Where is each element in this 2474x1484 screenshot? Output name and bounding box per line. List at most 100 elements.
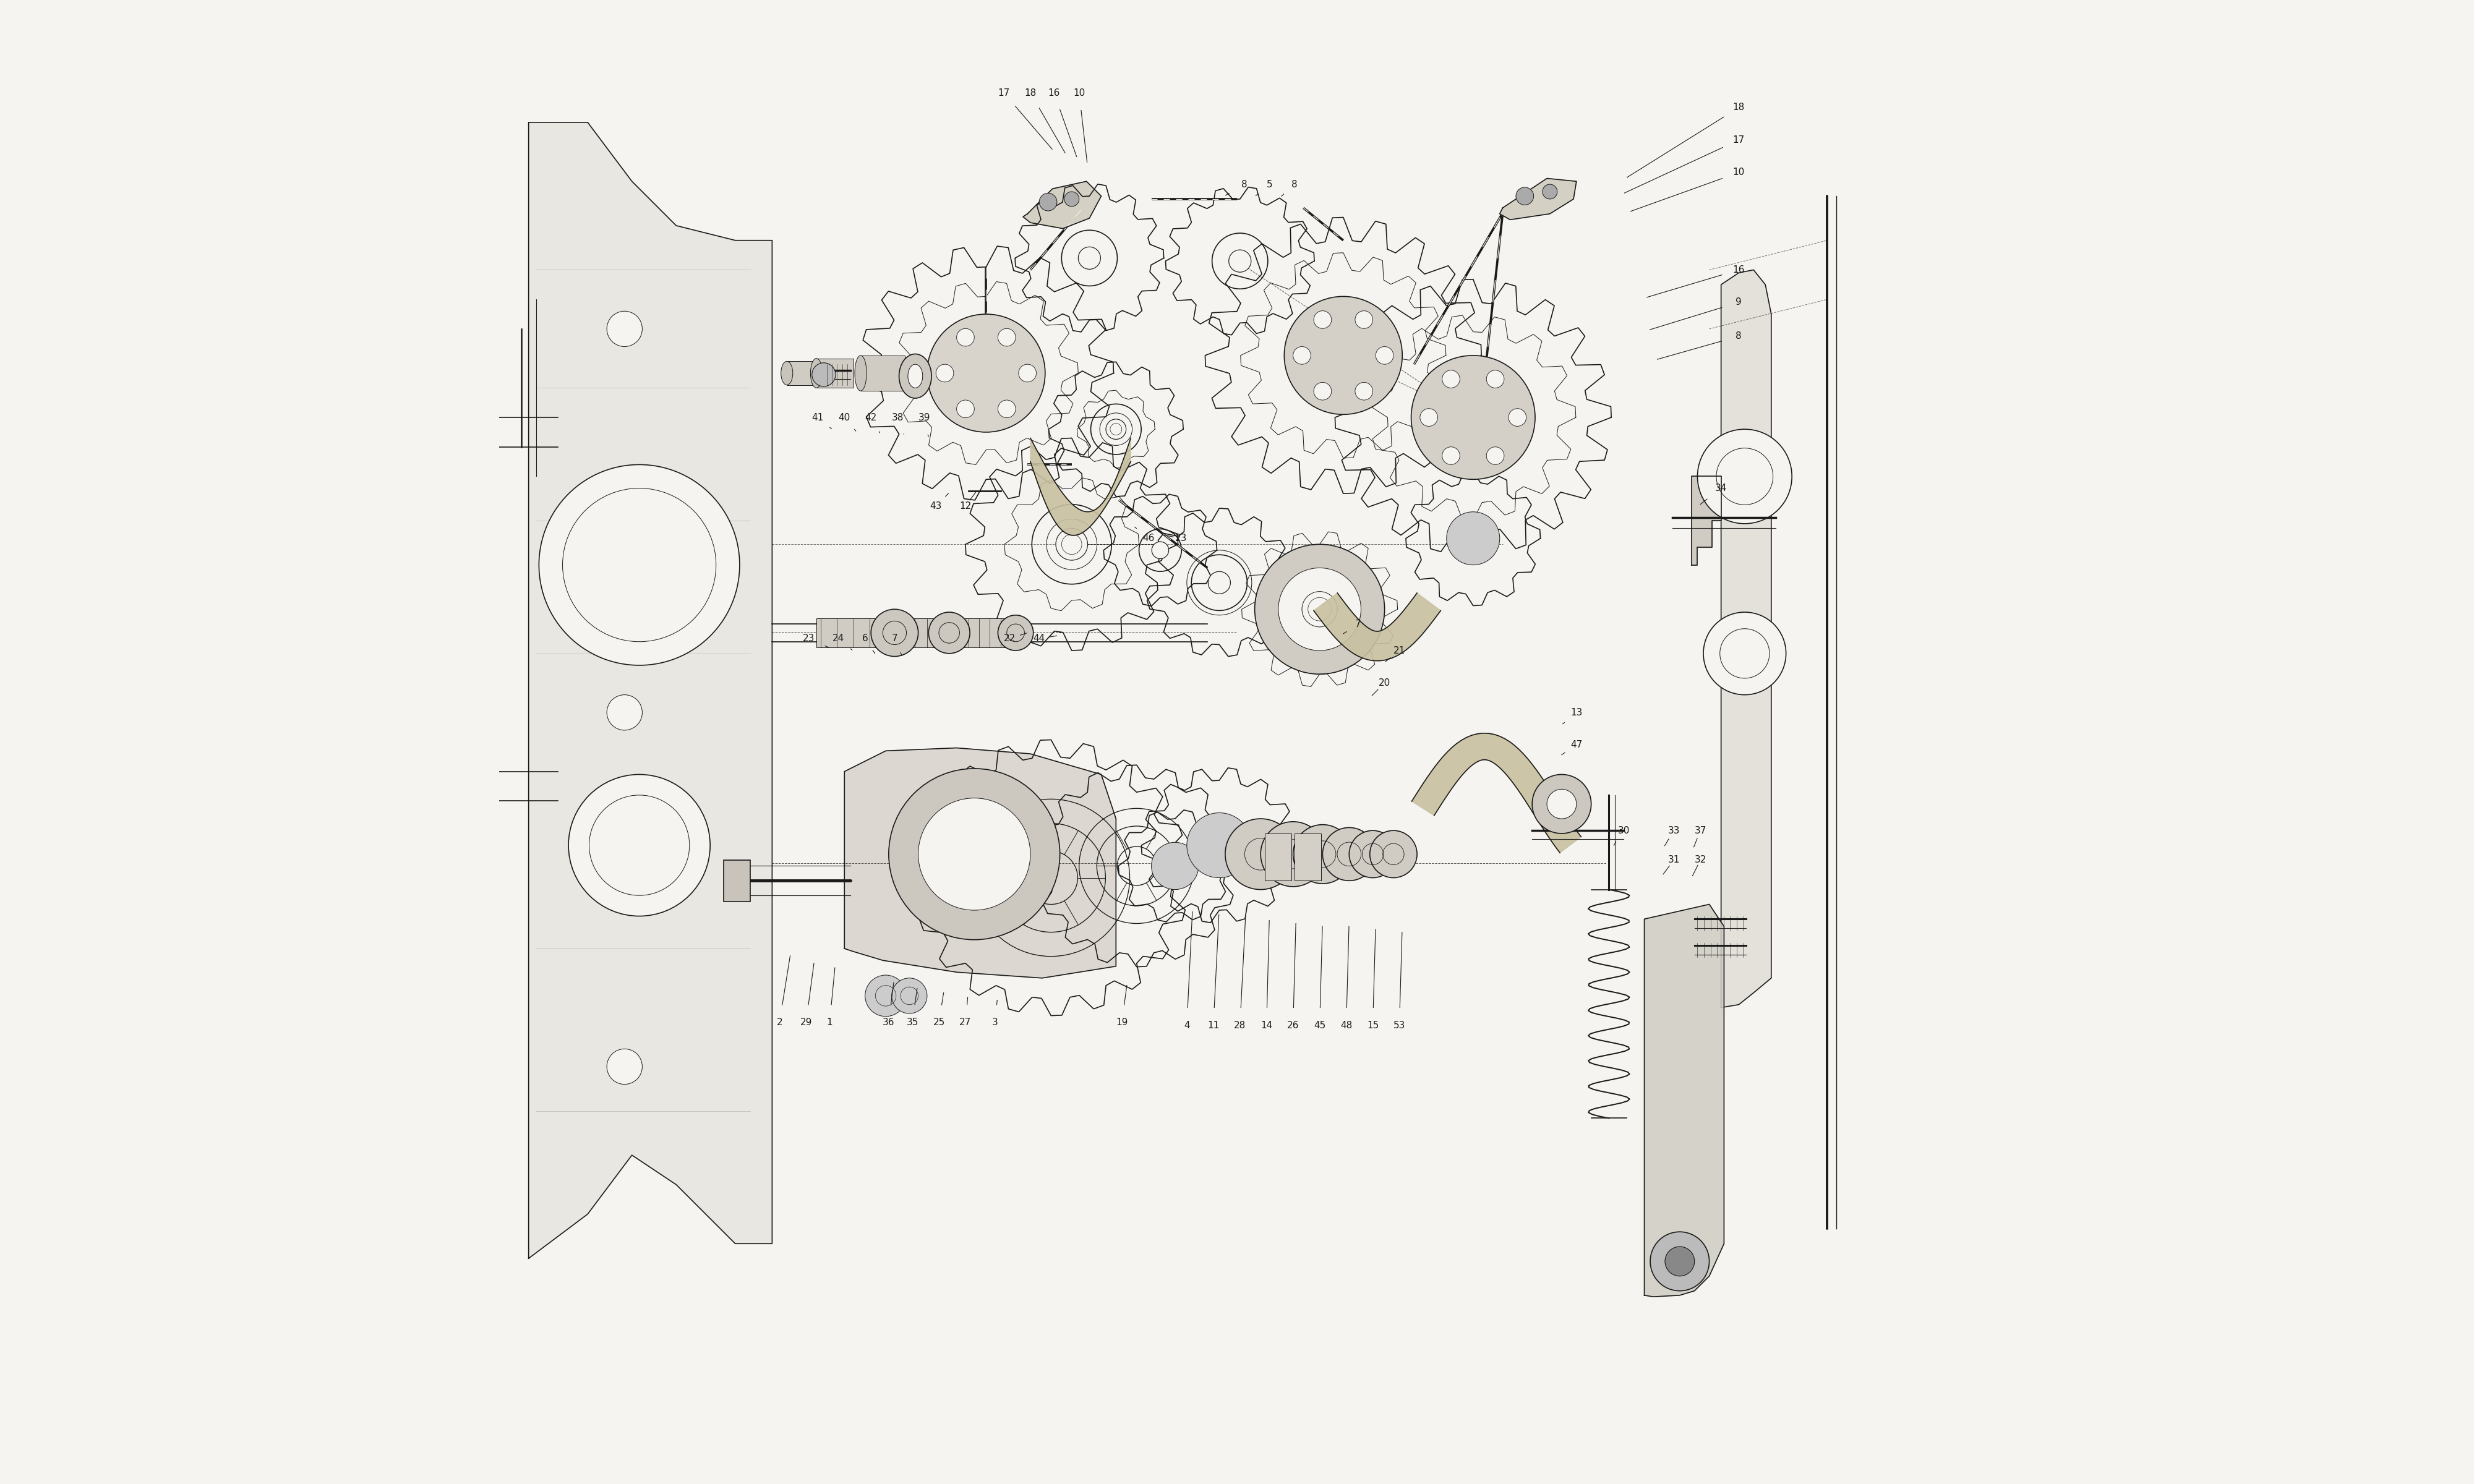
Circle shape <box>1541 184 1556 199</box>
Circle shape <box>569 775 710 916</box>
Bar <box>898 617 957 647</box>
Circle shape <box>1531 775 1591 834</box>
Circle shape <box>606 695 643 730</box>
Circle shape <box>1225 819 1296 889</box>
Text: 3: 3 <box>992 1018 997 1027</box>
Bar <box>816 617 891 647</box>
Circle shape <box>997 614 1034 650</box>
Circle shape <box>1487 370 1504 387</box>
Ellipse shape <box>898 355 933 398</box>
Circle shape <box>1279 568 1361 650</box>
Circle shape <box>888 769 1059 939</box>
Bar <box>787 361 814 384</box>
Circle shape <box>1509 408 1526 426</box>
Circle shape <box>935 364 952 381</box>
Ellipse shape <box>908 364 923 387</box>
Text: 4: 4 <box>1185 1021 1190 1030</box>
Circle shape <box>871 610 918 656</box>
Text: 23: 23 <box>1175 534 1188 543</box>
Text: 46: 46 <box>1143 534 1155 543</box>
Text: 40: 40 <box>839 413 851 421</box>
Circle shape <box>1329 340 1358 371</box>
Circle shape <box>1410 356 1534 479</box>
Circle shape <box>1207 834 1232 856</box>
Text: 8: 8 <box>1242 180 1247 188</box>
Text: 28: 28 <box>1235 1021 1247 1030</box>
Text: 38: 38 <box>891 413 903 421</box>
Circle shape <box>1254 545 1385 674</box>
Text: 1: 1 <box>826 1018 834 1027</box>
Bar <box>861 356 905 390</box>
Circle shape <box>1314 383 1331 401</box>
Circle shape <box>891 978 928 1014</box>
Text: 20: 20 <box>1378 678 1390 687</box>
Polygon shape <box>1645 904 1724 1297</box>
Polygon shape <box>1029 438 1131 536</box>
Circle shape <box>1061 534 1081 555</box>
Circle shape <box>997 328 1017 346</box>
Circle shape <box>1314 310 1331 328</box>
Polygon shape <box>1692 476 1722 565</box>
Circle shape <box>1106 418 1126 439</box>
Circle shape <box>1150 843 1197 889</box>
Circle shape <box>1665 1247 1695 1276</box>
Circle shape <box>1348 831 1395 877</box>
Text: 27: 27 <box>960 1018 972 1027</box>
Circle shape <box>997 401 1017 418</box>
Text: 41: 41 <box>811 413 824 421</box>
Circle shape <box>1324 828 1376 880</box>
Circle shape <box>972 359 999 387</box>
Bar <box>1294 834 1321 880</box>
Polygon shape <box>844 748 1116 978</box>
Text: 19: 19 <box>1116 1018 1128 1027</box>
Text: 47: 47 <box>1571 741 1583 749</box>
Text: 15: 15 <box>1366 1021 1378 1030</box>
Text: 10: 10 <box>1074 88 1086 98</box>
Text: 22: 22 <box>1004 634 1017 644</box>
Text: 23: 23 <box>804 634 814 644</box>
Text: 44: 44 <box>1034 634 1044 644</box>
Circle shape <box>1487 447 1504 464</box>
Ellipse shape <box>811 359 821 387</box>
Circle shape <box>606 1049 643 1085</box>
Text: 42: 42 <box>866 413 876 421</box>
Ellipse shape <box>854 356 866 390</box>
Circle shape <box>1371 831 1418 877</box>
Text: 30: 30 <box>1618 827 1630 835</box>
Text: 17: 17 <box>997 88 1009 98</box>
Text: 7: 7 <box>1356 619 1361 629</box>
Text: 45: 45 <box>1314 1021 1326 1030</box>
Circle shape <box>1356 383 1373 401</box>
Circle shape <box>606 312 643 347</box>
Text: 11: 11 <box>1207 1021 1220 1030</box>
Text: 6: 6 <box>861 634 868 644</box>
Circle shape <box>918 798 1029 910</box>
Text: 33: 33 <box>1667 827 1680 835</box>
Circle shape <box>1517 187 1534 205</box>
Circle shape <box>1230 249 1252 272</box>
Text: 14: 14 <box>1262 1021 1272 1030</box>
Circle shape <box>1442 370 1460 387</box>
Bar <box>965 617 1017 647</box>
Circle shape <box>1284 297 1403 414</box>
Text: 26: 26 <box>1286 1021 1299 1030</box>
Text: 9: 9 <box>1737 298 1742 307</box>
Text: 53: 53 <box>1393 1021 1405 1030</box>
Text: 29: 29 <box>799 1018 811 1027</box>
Text: 48: 48 <box>1341 1021 1353 1030</box>
Text: 12: 12 <box>960 502 972 510</box>
Circle shape <box>1447 512 1499 565</box>
Circle shape <box>928 613 970 653</box>
Text: 21: 21 <box>1393 646 1405 654</box>
Circle shape <box>1697 429 1791 524</box>
Circle shape <box>1056 528 1089 561</box>
Polygon shape <box>1024 181 1101 229</box>
Text: 10: 10 <box>1732 168 1744 177</box>
Text: 25: 25 <box>933 1018 945 1027</box>
Text: 32: 32 <box>1695 855 1707 865</box>
Circle shape <box>1039 193 1056 211</box>
Text: 16: 16 <box>1732 266 1744 275</box>
Text: 13: 13 <box>1571 708 1583 717</box>
Text: 24: 24 <box>834 634 844 644</box>
Text: 8: 8 <box>1291 180 1296 188</box>
